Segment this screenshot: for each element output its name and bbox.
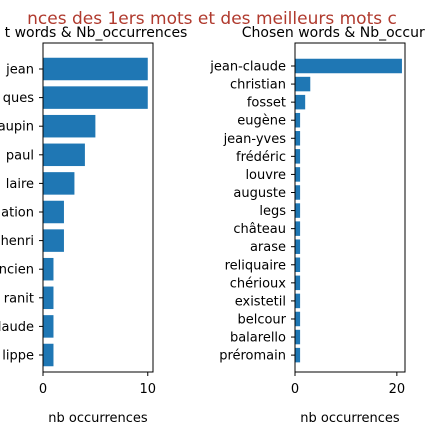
right-chart-category-labels: jean-claude christian fosset eugène jean-yve… (209, 60, 295, 364)
category-label: jean (5, 63, 34, 78)
left-chart-bars (43, 58, 148, 367)
left-chart-category-labels: jean ques aupin paul laire ation henri ncien ran… (0, 63, 43, 364)
bar-fosset (295, 95, 305, 110)
category-label: legs (259, 204, 286, 219)
category-label: jean-claude (209, 60, 286, 75)
right-chart-x-ticks: 0 20 (291, 372, 405, 397)
bar-jean (43, 58, 148, 81)
category-label: louvre (245, 168, 286, 183)
category-label: reliquaire (225, 258, 286, 273)
bar-arase (295, 239, 300, 254)
x-tick-label: 20 (389, 382, 406, 397)
bar-chérioux (295, 276, 300, 291)
x-tick-label: 0 (39, 382, 47, 397)
bar-château (295, 221, 300, 236)
x-tick-label: 0 (291, 382, 299, 397)
category-label: ncien (0, 263, 34, 278)
bar-laude (43, 315, 53, 338)
bar-ques (43, 86, 148, 109)
category-label: laire (6, 177, 34, 192)
category-label: frédéric (236, 150, 286, 165)
bar-auguste (295, 185, 300, 200)
bar-aupin (43, 115, 95, 138)
bar-ranit (43, 287, 53, 310)
category-label: préromain (219, 349, 286, 364)
bar-existetil (295, 294, 300, 309)
bar-louvre (295, 167, 300, 182)
right-chart-title: Chosen words & Nb_occurr (242, 25, 425, 41)
bar-jean-yves (295, 131, 300, 146)
bar-frédéric (295, 149, 300, 164)
bar-legs (295, 203, 300, 218)
bar-henri (43, 229, 64, 252)
category-label: arase (250, 240, 286, 255)
category-label: existetil (235, 294, 286, 309)
category-label: ques (3, 91, 34, 106)
bar-ation (43, 201, 64, 224)
bar-jean-claude (295, 59, 402, 74)
right-chart-x-label: nb occurrences (300, 411, 400, 425)
right-chart-bars (295, 59, 402, 363)
bar-laire (43, 172, 74, 195)
bar-ncien (43, 258, 53, 281)
left-chart-title: t words & Nb_occurrences (5, 25, 188, 41)
category-label: lippe (2, 349, 34, 364)
category-label: eugène (237, 114, 286, 129)
right-chart: Chosen words & Nb_occurr jean-claude chri… (209, 25, 425, 425)
right-chart-frame (295, 43, 405, 372)
category-label: henri (1, 234, 34, 249)
category-label: ation (1, 206, 34, 221)
bar-préromain (295, 348, 300, 363)
category-label: fosset (247, 96, 286, 111)
bar-eugène (295, 113, 300, 128)
category-label: château (233, 222, 286, 237)
category-label: auguste (233, 186, 286, 201)
bar-lippe (43, 344, 53, 367)
bar-reliquaire (295, 258, 300, 273)
left-chart-x-label: nb occurrences (48, 411, 148, 425)
category-label: ranit (4, 291, 34, 306)
category-label: jean-yves (223, 132, 287, 147)
left-chart: t words & Nb_occurrences jean ques aupin pa… (0, 25, 187, 425)
category-label: balarello (230, 331, 286, 346)
category-label: paul (6, 148, 34, 163)
category-label: christian (230, 78, 286, 93)
category-label: aupin (0, 120, 34, 135)
x-tick-label: 10 (139, 382, 156, 397)
bar-belcour (295, 312, 300, 327)
category-label: belcour (237, 312, 286, 327)
bar-paul (43, 144, 85, 167)
bar-balarello (295, 330, 300, 345)
bar-christian (295, 77, 310, 92)
category-label: chérioux (230, 276, 287, 291)
left-chart-x-ticks: 0 10 (39, 372, 156, 397)
category-label: laude (0, 320, 34, 335)
